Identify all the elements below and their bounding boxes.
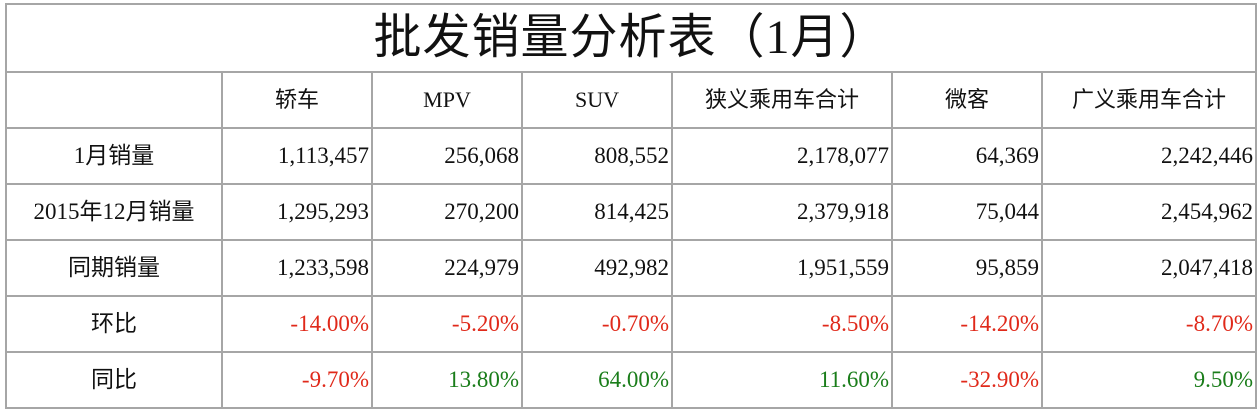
cell: 2,047,418: [1041, 239, 1257, 297]
row-label: 环比: [5, 295, 223, 353]
cell: 1,295,293: [221, 183, 373, 241]
yoy-cell: -32.90%: [891, 351, 1043, 409]
yoy-cell: 9.50%: [1041, 351, 1257, 409]
row-label: 同比: [5, 351, 223, 409]
table-title: 批发销量分析表（1月）: [5, 3, 1257, 73]
row-label: 2015年12月销量: [5, 183, 223, 241]
cell: 492,982: [521, 239, 673, 297]
mom-cell: -8.50%: [671, 295, 893, 353]
yoy-cell: -9.70%: [221, 351, 373, 409]
mom-cell: -14.20%: [891, 295, 1043, 353]
sales-analysis-table: 批发销量分析表（1月） 轿车 MPV SUV 狭义乘用车合计 微客 广义乘用车合…: [5, 3, 1257, 409]
header-sedan: 轿车: [221, 71, 373, 129]
table-row: 1月销量 1,113,457 256,068 808,552 2,178,077…: [5, 127, 1257, 185]
cell: 224,979: [371, 239, 523, 297]
mom-cell: -5.20%: [371, 295, 523, 353]
cell: 75,044: [891, 183, 1043, 241]
header-blank: [5, 71, 223, 129]
cell: 1,233,598: [221, 239, 373, 297]
table-row: 同期销量 1,233,598 224,979 492,982 1,951,559…: [5, 239, 1257, 297]
table-row: 同比 -9.70% 13.80% 64.00% 11.60% -32.90% 9…: [5, 351, 1257, 409]
header-row: 轿车 MPV SUV 狭义乘用车合计 微客 广义乘用车合计: [5, 71, 1257, 129]
mom-cell: -8.70%: [1041, 295, 1257, 353]
table-row: 环比 -14.00% -5.20% -0.70% -8.50% -14.20% …: [5, 295, 1257, 353]
cell: 256,068: [371, 127, 523, 185]
yoy-cell: 13.80%: [371, 351, 523, 409]
mom-cell: -0.70%: [521, 295, 673, 353]
cell: 95,859: [891, 239, 1043, 297]
cell: 2,454,962: [1041, 183, 1257, 241]
cell: 64,369: [891, 127, 1043, 185]
header-mpv: MPV: [371, 71, 523, 129]
yoy-cell: 64.00%: [521, 351, 673, 409]
cell: 2,242,446: [1041, 127, 1257, 185]
row-label: 同期销量: [5, 239, 223, 297]
row-label: 1月销量: [5, 127, 223, 185]
cell: 814,425: [521, 183, 673, 241]
cell: 1,113,457: [221, 127, 373, 185]
cell: 1,951,559: [671, 239, 893, 297]
header-narrow-total: 狭义乘用车合计: [671, 71, 893, 129]
cell: 808,552: [521, 127, 673, 185]
header-suv: SUV: [521, 71, 673, 129]
mom-cell: -14.00%: [221, 295, 373, 353]
cell: 2,379,918: [671, 183, 893, 241]
table-row: 2015年12月销量 1,295,293 270,200 814,425 2,3…: [5, 183, 1257, 241]
header-broad-total: 广义乘用车合计: [1041, 71, 1257, 129]
cell: 270,200: [371, 183, 523, 241]
yoy-cell: 11.60%: [671, 351, 893, 409]
cell: 2,178,077: [671, 127, 893, 185]
header-minivan: 微客: [891, 71, 1043, 129]
